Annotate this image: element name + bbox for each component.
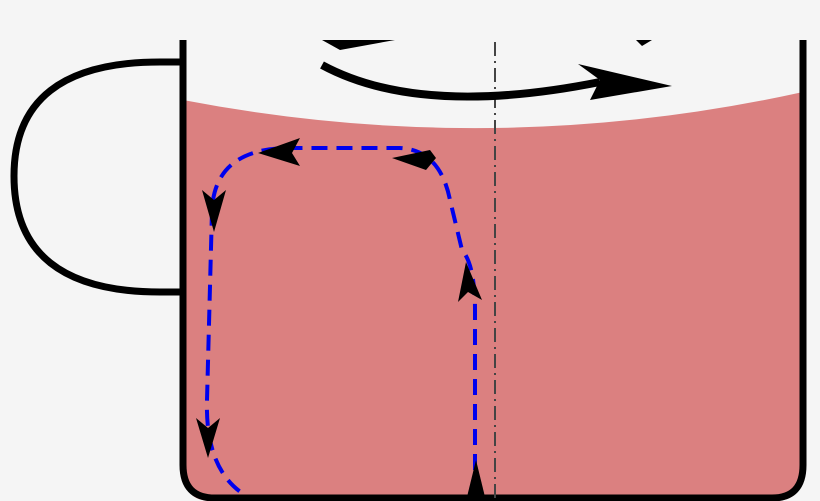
flow-arrowhead-icon — [258, 138, 300, 166]
flow-arrowheads — [196, 138, 486, 501]
liquid-fill — [183, 92, 803, 501]
rotation-arrow — [320, 61, 601, 101]
flow-arrowhead-icon — [392, 150, 436, 170]
cup-handle — [10, 58, 183, 296]
rotation-arrowhead-icon — [578, 64, 672, 100]
flow-arrowhead-icon — [458, 262, 482, 302]
rotation-arrow-tail — [322, 40, 395, 50]
flow-arrowhead-icon — [196, 418, 220, 458]
flow-arrowhead-icon — [202, 190, 226, 232]
rotation-arrow-tail-right — [636, 40, 652, 46]
cup-wall — [179, 40, 807, 501]
flow-arrowhead-icon — [466, 460, 486, 501]
